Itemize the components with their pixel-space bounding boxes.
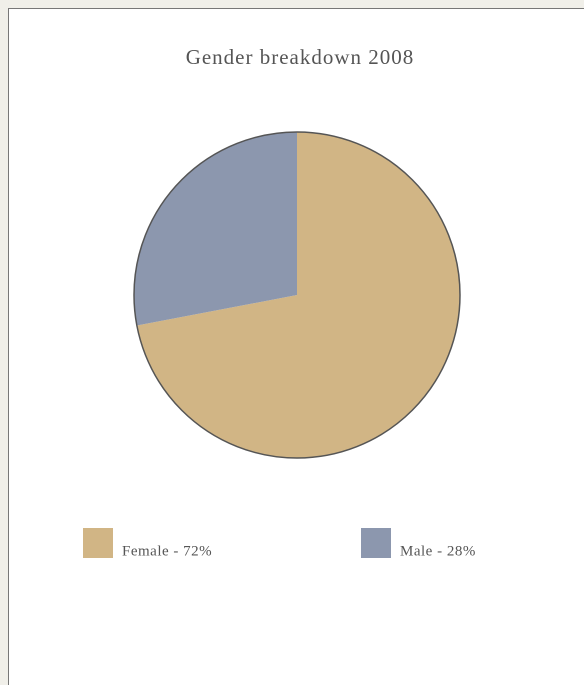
pie-slice [136,132,461,458]
pie-outline [133,131,461,459]
legend-swatch [361,528,391,558]
legend-label: Male - 28% [400,543,476,559]
legend-swatch [83,528,113,558]
pie-slice [134,132,297,326]
legend-label: Female - 72% [122,543,212,559]
chart-title: Gender breakdown 2008 [186,45,415,69]
